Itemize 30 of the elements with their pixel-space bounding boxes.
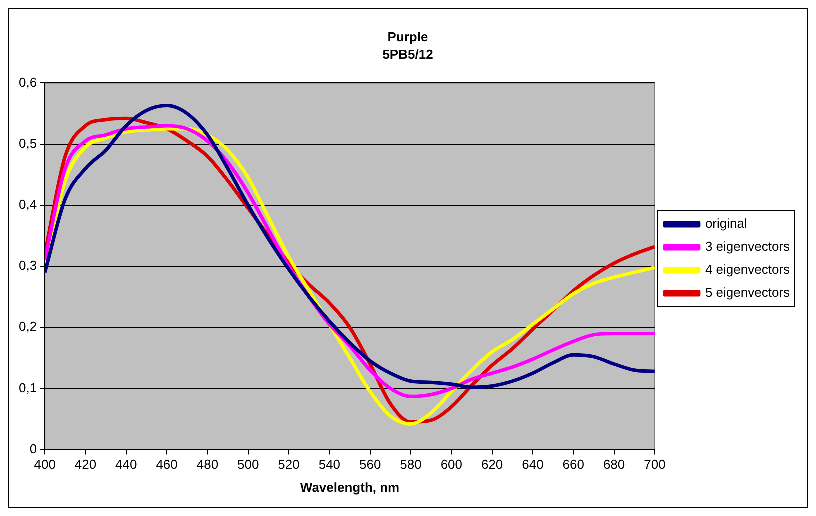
x-tick-label: 620 <box>481 457 504 472</box>
chart-subtitle: 5PB5/12 <box>382 46 434 62</box>
x-axis-title: Wavelength, nm <box>300 480 400 495</box>
legend-label: 4 eigenvectors <box>705 262 790 278</box>
y-tick-label: 0,1 <box>18 380 38 396</box>
chart-title: Purple <box>388 29 428 44</box>
y-tick-label: 0 <box>30 441 38 456</box>
x-tick-label: 460 <box>156 457 178 472</box>
x-tick-label: 640 <box>522 457 544 472</box>
x-tick-label: 420 <box>74 457 97 472</box>
x-tick-label: 560 <box>359 457 382 472</box>
x-tick-label: 480 <box>196 457 219 472</box>
y-tick-label: 0,5 <box>18 136 38 151</box>
legend-label: 5 eigenvectors <box>705 285 790 300</box>
x-tick-label: 440 <box>116 457 138 472</box>
x-tick-label: 540 <box>318 457 341 472</box>
x-tick-label: 400 <box>34 457 56 472</box>
x-tick-label: 660 <box>562 457 584 472</box>
legend-label: 3 eigenvectors <box>705 239 790 254</box>
y-tick-label: 0,2 <box>18 319 38 334</box>
x-tick-label: 500 <box>238 457 260 472</box>
x-tick-label: 520 <box>278 457 300 472</box>
y-tick-label: 0,4 <box>18 196 38 212</box>
x-tick-label: 580 <box>400 457 422 472</box>
x-tick-label: 680 <box>603 457 626 472</box>
x-tick-label: 700 <box>644 457 666 472</box>
y-tick-label: 0,3 <box>18 258 38 274</box>
x-tick-label: 600 <box>440 457 463 472</box>
legend-label: original <box>705 216 748 232</box>
y-tick-label: 0,6 <box>18 74 38 90</box>
